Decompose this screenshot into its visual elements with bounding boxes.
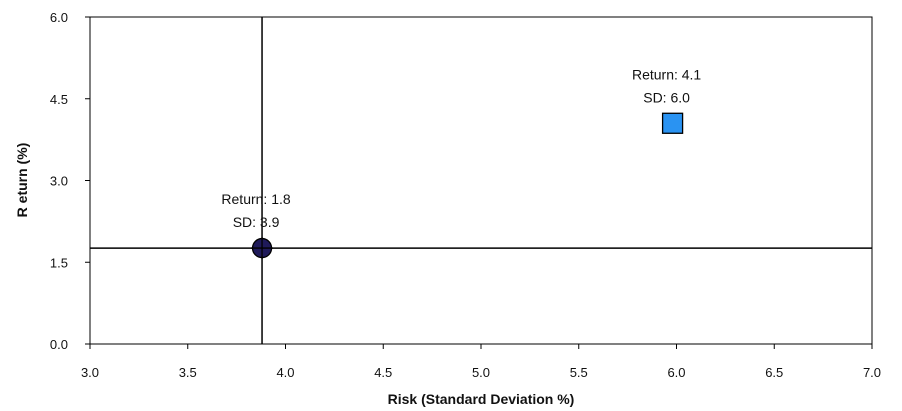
- y-tick-label: 3.0: [50, 174, 68, 189]
- x-tick-label: 3.0: [81, 365, 99, 380]
- x-axis-ticks: 3.0 3.5 4.0 4.5 5.0 5.5 6.0 6.5 7.0: [81, 344, 881, 380]
- data-label-sd: SD: 3.9: [233, 214, 280, 230]
- x-tick-label: 4.5: [374, 365, 392, 380]
- y-tick-label: 6.0: [50, 10, 68, 25]
- x-tick-label: 6.0: [667, 365, 685, 380]
- y-tick-label: 4.5: [50, 92, 68, 107]
- x-tick-label: 3.5: [179, 365, 197, 380]
- data-point-group: Return: 4.1 SD: 6.0: [632, 66, 701, 134]
- y-axis-ticks: 0.0 1.5 3.0 4.5 6.0: [50, 10, 90, 352]
- x-tick-label: 6.5: [765, 365, 783, 380]
- x-tick-label: 5.0: [472, 365, 490, 380]
- x-tick-label: 7.0: [863, 365, 881, 380]
- plot-area: [89, 16, 873, 345]
- x-tick-label: 4.0: [276, 365, 294, 380]
- data-label-sd: SD: 6.0: [643, 89, 690, 105]
- data-points: Return: 1.8 SD: 3.9 Return: 4.1 SD: 6.0: [221, 66, 701, 260]
- y-tick-label: 0.0: [50, 337, 68, 352]
- x-axis-title: Risk (Standard Deviation %): [388, 391, 575, 407]
- data-point-square: [661, 112, 684, 134]
- x-tick-label: 5.5: [570, 365, 588, 380]
- data-label-return: Return: 4.1: [632, 66, 701, 82]
- y-axis-title: R eturn (%): [14, 143, 30, 218]
- data-point-group: Return: 1.8 SD: 3.9: [221, 191, 291, 260]
- data-label-return: Return: 1.8: [221, 191, 290, 207]
- crosshair: [90, 17, 872, 344]
- y-tick-label: 1.5: [50, 255, 68, 270]
